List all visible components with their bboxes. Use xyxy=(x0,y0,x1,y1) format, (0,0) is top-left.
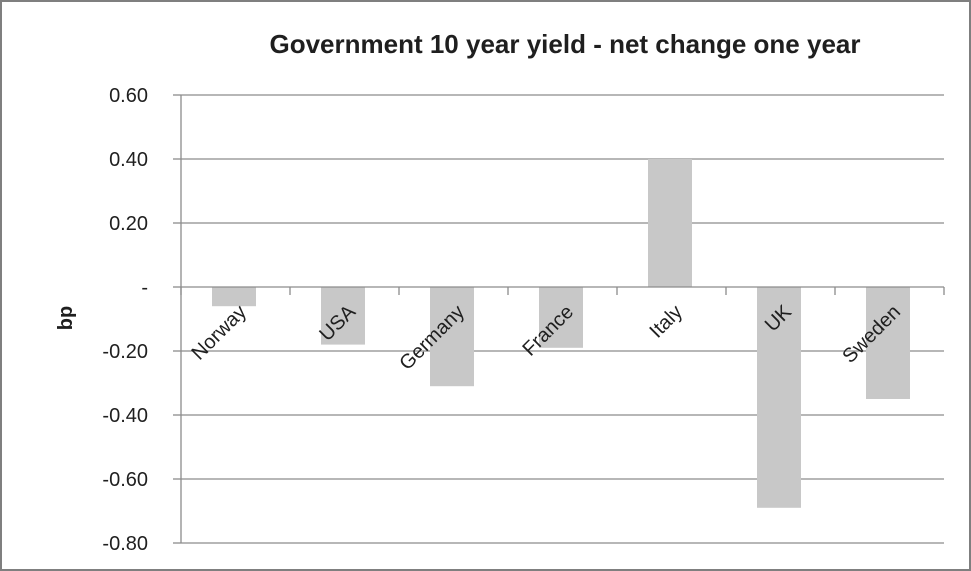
bar-france xyxy=(539,287,583,348)
y-tick-label: 0.60 xyxy=(109,85,148,107)
y-tick-label: -0.60 xyxy=(102,469,148,491)
axes xyxy=(173,94,945,544)
bar-italy xyxy=(648,159,692,287)
chart-title: Government 10 year yield - net change on… xyxy=(269,29,860,59)
bar-norway xyxy=(212,287,256,307)
bar-germany xyxy=(430,287,474,387)
bars xyxy=(212,159,910,508)
y-tick-label: 0.20 xyxy=(109,213,148,235)
bar-sweden xyxy=(866,287,910,399)
y-tick-label: - xyxy=(141,277,148,299)
y-tick-label: 0.40 xyxy=(109,149,148,171)
bar-uk xyxy=(757,287,801,508)
gridlines xyxy=(181,94,944,544)
y-axis-label: bp xyxy=(55,306,77,330)
y-tick-label: -0.20 xyxy=(102,341,148,363)
y-tick-label: -0.80 xyxy=(102,533,148,555)
y-tick-label: -0.40 xyxy=(102,405,148,427)
y-tick-labels: 0.60 0.40 0.20 - -0.20 -0.40 -0.60 -0.80 xyxy=(102,85,148,555)
bar-usa xyxy=(321,287,365,345)
